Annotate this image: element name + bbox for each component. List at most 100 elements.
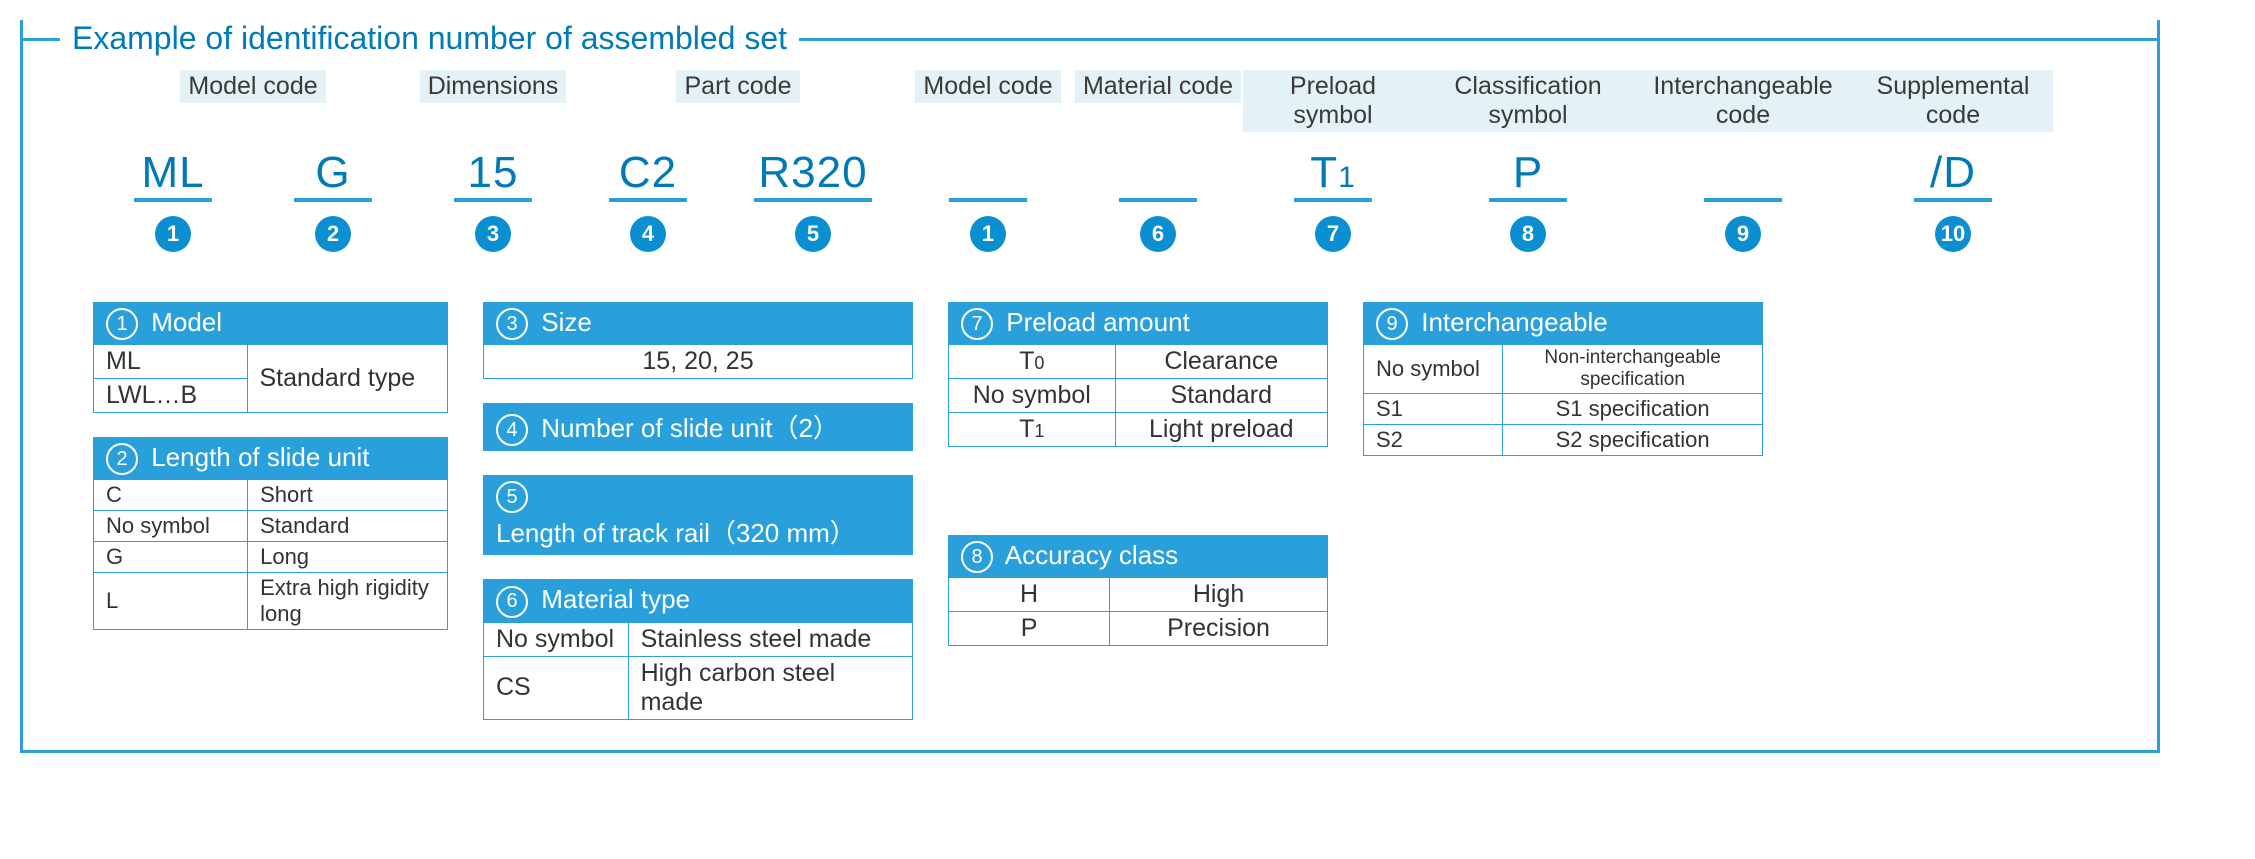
table-cell: P: [949, 612, 1110, 646]
table-cell: Standard: [248, 511, 448, 542]
table-cell: C: [94, 480, 248, 511]
table-cell: High: [1110, 578, 1328, 612]
code-value: C2: [609, 142, 687, 202]
table-header: 5 Length of track rail（320 mm）: [484, 476, 913, 555]
table-header: 7 Preload amount: [949, 303, 1328, 345]
table-length: 2 Length of slide unitCShortNo symbolSta…: [93, 437, 448, 630]
table-cell: ML: [94, 345, 248, 379]
code-number-bubble: 6: [1140, 216, 1176, 252]
code-value: P: [1489, 142, 1567, 202]
table-cell: Standard type: [247, 345, 448, 413]
title-border-right: [799, 38, 2157, 41]
category-label: Supplemental code: [1853, 70, 2053, 132]
table-cell: Clearance: [1115, 345, 1327, 379]
table-cell: S1: [1364, 394, 1503, 425]
table-cell: No symbol: [949, 379, 1116, 413]
code-value: /D: [1914, 142, 1992, 202]
table-accuracy: 8 Accuracy classHHighPPrecision: [948, 535, 1328, 646]
code-value: G: [294, 142, 372, 202]
table-cell: S2: [1364, 425, 1503, 456]
table-cell: No symbol: [94, 511, 248, 542]
diagram-frame: Example of identification number of asse…: [20, 20, 2160, 753]
table-cell: LWL…B: [94, 379, 248, 413]
category-label: Preload symbol: [1243, 70, 1423, 132]
code-segment: 1: [903, 142, 1073, 252]
table-cell: Short: [248, 480, 448, 511]
table-cell: L: [94, 573, 248, 630]
code-number-bubble: 1: [970, 216, 1006, 252]
category-label: Material code: [1073, 70, 1243, 132]
table-header: 3 Size: [484, 303, 913, 345]
table-cell: Light preload: [1115, 413, 1327, 447]
code-segment: G2: [253, 142, 413, 252]
table-interchangeable: 9 InterchangeableNo symbolNon-interchang…: [1363, 302, 1763, 456]
table-rail-length: 5 Length of track rail（320 mm）: [483, 475, 913, 555]
code-segment: C24: [573, 142, 723, 252]
table-cell: Non-interchangeable specification: [1503, 345, 1763, 394]
code-number-bubble: 2: [315, 216, 351, 252]
table-cell: G: [94, 542, 248, 573]
table-size: 3 Size15, 20, 25: [483, 302, 913, 379]
table-cell: H: [949, 578, 1110, 612]
tables-column-3: 7 Preload amountT0ClearanceNo symbolStan…: [948, 302, 1328, 646]
tables-column-2: 3 Size15, 20, 25 4 Number of slide unit（2…: [483, 302, 913, 720]
table-header: 9 Interchangeable: [1364, 303, 1763, 345]
code-row: ML1G2153C24R3205 1 6T17P8 9/D10: [93, 142, 2117, 252]
table-preload: 7 Preload amountT0ClearanceNo symbolStan…: [948, 302, 1328, 447]
table-cell: S2 specification: [1503, 425, 1763, 456]
table-material: 6 Material typeNo symbolStainless steel …: [483, 579, 913, 719]
tables-column-4: 9 InterchangeableNo symbolNon-interchang…: [1363, 302, 1763, 456]
category-label: Interchangeable code: [1633, 70, 1853, 132]
table-cell: S1 specification: [1503, 394, 1763, 425]
code-segment: T17: [1243, 142, 1423, 252]
code-value: [949, 142, 1027, 202]
code-segment: ML 1: [93, 142, 253, 252]
code-number-bubble: 9: [1725, 216, 1761, 252]
table-header: 2 Length of slide unit: [94, 438, 448, 480]
category-label: Dimensions: [413, 70, 573, 132]
code-segment: 9: [1633, 142, 1853, 252]
table-header: 4 Number of slide unit（2）: [484, 404, 913, 451]
table-cell: Standard: [1115, 379, 1327, 413]
table-cell: Stainless steel made: [628, 622, 912, 656]
code-number-bubble: 1: [155, 216, 191, 252]
table-slide-units: 4 Number of slide unit（2）: [483, 403, 913, 451]
code-segment: P8: [1423, 142, 1633, 252]
table-cell: No symbol: [1364, 345, 1503, 394]
code-value: 15: [454, 142, 532, 202]
tables-column-1: 1 ModelMLStandard typeLWL…B 2 Length of s…: [93, 302, 448, 630]
table-cell: Precision: [1110, 612, 1328, 646]
table-header: 6 Material type: [484, 580, 913, 622]
code-number-bubble: 8: [1510, 216, 1546, 252]
table-model: 1 ModelMLStandard typeLWL…B: [93, 302, 448, 413]
title-row: Example of identification number of asse…: [23, 20, 2157, 56]
table-cell: T0: [949, 345, 1116, 379]
table-cell: No symbol: [484, 622, 629, 656]
code-segment: R320 5: [723, 142, 903, 252]
category-label: Model code: [93, 70, 413, 132]
table-header: 8 Accuracy class: [949, 536, 1328, 578]
table-cell: CS: [484, 656, 629, 719]
category-label: Part code: [573, 70, 903, 132]
code-value: [1119, 142, 1197, 202]
table-cell: Extra high rigidity long: [248, 573, 448, 630]
code-value: [1704, 142, 1782, 202]
code-number-bubble: 7: [1315, 216, 1351, 252]
code-number-bubble: 3: [475, 216, 511, 252]
tables-area: 1 ModelMLStandard typeLWL…B 2 Length of s…: [93, 302, 2117, 720]
code-value: T1: [1294, 142, 1372, 202]
code-segment: 153: [413, 142, 573, 252]
diagram-title: Example of identification number of asse…: [60, 20, 799, 56]
category-label: Model code: [903, 70, 1073, 132]
code-number-bubble: 5: [795, 216, 831, 252]
code-number-bubble: 10: [1935, 216, 1971, 252]
title-border-left: [23, 38, 60, 41]
code-number-bubble: 4: [630, 216, 666, 252]
code-value: R320: [754, 142, 871, 202]
table-cell: 15, 20, 25: [484, 345, 913, 379]
category-label: Classification symbol: [1423, 70, 1633, 132]
code-segment: 6: [1073, 142, 1243, 252]
table-cell: T1: [949, 413, 1116, 447]
category-row: Model codeDimensionsPart codeModel codeM…: [93, 70, 2117, 132]
code-value: ML: [134, 142, 212, 202]
